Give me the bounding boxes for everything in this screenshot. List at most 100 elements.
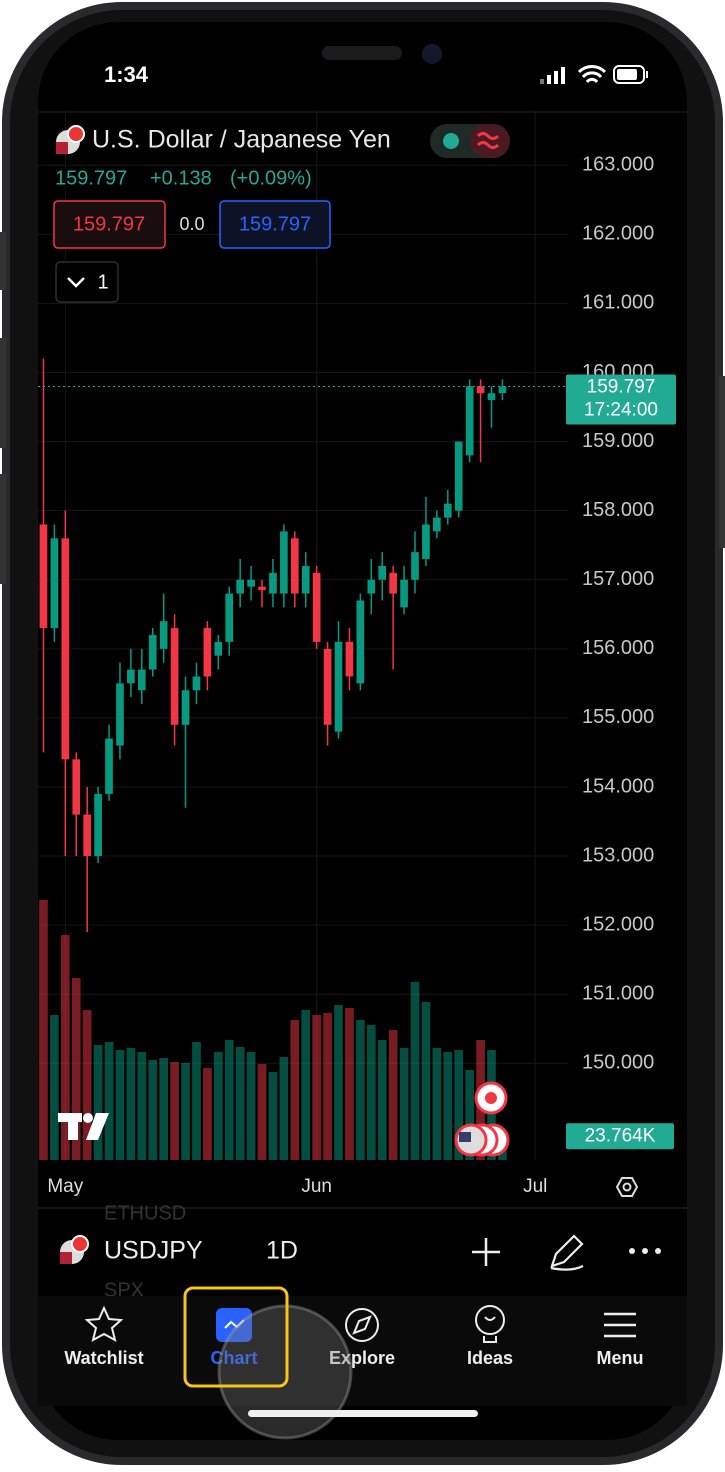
buy-price[interactable]: 159.797 xyxy=(239,213,311,235)
volume-bar xyxy=(82,1010,92,1160)
candle-body xyxy=(50,538,59,629)
spread: 0.0 xyxy=(179,214,204,234)
quantity[interactable]: 1 xyxy=(97,271,108,293)
volume-bar xyxy=(170,1062,179,1160)
candle-body xyxy=(498,386,507,394)
candle-body xyxy=(356,600,365,684)
volume-bar xyxy=(377,1040,387,1160)
candle-body xyxy=(236,579,244,594)
candle-body xyxy=(487,393,496,401)
wave-icon xyxy=(476,132,500,149)
menu-icon[interactable] xyxy=(604,1312,636,1338)
last-price-label: 159.797 xyxy=(587,377,656,398)
flag-icon xyxy=(56,142,68,154)
event-icon-dot[interactable] xyxy=(485,1092,497,1104)
battery-level xyxy=(617,69,637,80)
ideas-icon[interactable] xyxy=(475,1305,505,1335)
chart: 150.000 151.000 152.000 153.000 154.000 155.0… xyxy=(38,110,676,1197)
explore-icon[interactable] xyxy=(345,1308,379,1342)
settings-icon[interactable] xyxy=(622,1182,632,1192)
volume-bar xyxy=(279,1057,289,1160)
candle-body xyxy=(443,503,452,518)
tab-label[interactable]: Menu xyxy=(597,1348,644,1368)
flag-icon xyxy=(67,125,85,143)
side-button xyxy=(719,376,725,548)
candle-body xyxy=(454,441,463,511)
candle-body xyxy=(137,669,146,691)
camera xyxy=(422,44,442,64)
volume-bar xyxy=(93,1045,103,1160)
flag-event-icon[interactable] xyxy=(459,1132,471,1142)
candle-body xyxy=(159,621,168,649)
candle-body xyxy=(422,524,430,560)
volume-bar xyxy=(192,1042,201,1160)
candle-body xyxy=(39,524,48,629)
speaker xyxy=(322,46,402,60)
tradingview-logo xyxy=(58,1113,109,1140)
add-icon[interactable] xyxy=(472,1238,500,1266)
ghost-symbol: SPX xyxy=(104,1279,144,1301)
status-time: 1:34 xyxy=(104,62,149,87)
y-tick-label: 152.000 xyxy=(582,913,654,935)
toolbar-symbol[interactable]: USDJPY xyxy=(104,1237,203,1265)
sell-button[interactable] xyxy=(53,200,166,249)
draw-icon[interactable] xyxy=(550,1234,584,1271)
volume-bar xyxy=(366,1025,376,1160)
more-icon[interactable] xyxy=(629,1248,661,1254)
quantity-button[interactable] xyxy=(55,261,119,303)
y-tick-label: 162.000 xyxy=(582,223,654,245)
watchlist-icon[interactable] xyxy=(84,1305,124,1342)
y-tick-label: 157.000 xyxy=(582,568,654,590)
volume-bar xyxy=(268,1072,278,1160)
volume-bar xyxy=(126,1048,136,1160)
candle-body xyxy=(203,628,212,677)
last-price: 159.797 xyxy=(55,167,127,189)
tab-bar xyxy=(38,1296,687,1406)
chart-icon[interactable] xyxy=(224,1319,245,1329)
candle-body xyxy=(116,683,124,746)
side-button xyxy=(0,338,6,448)
touch-indicator xyxy=(217,1304,353,1440)
tab-label[interactable]: Chart xyxy=(210,1348,257,1368)
y-tick-label: 150.000 xyxy=(582,1052,654,1074)
battery-tip xyxy=(646,71,648,78)
home-indicator xyxy=(248,1410,478,1417)
explore-icon[interactable] xyxy=(352,1315,372,1335)
chevron-icon[interactable] xyxy=(67,277,85,288)
volume-bar xyxy=(104,1042,114,1160)
volume-bar xyxy=(432,1048,442,1160)
ghost-symbol: ETHUSD xyxy=(104,1202,186,1224)
candle-body xyxy=(225,593,234,642)
sell-price[interactable]: 159.797 xyxy=(73,213,145,235)
candle-body xyxy=(465,386,474,456)
countdown-label: 17:24:00 xyxy=(584,400,658,421)
candle-body xyxy=(94,793,102,857)
volume-bar xyxy=(421,1002,431,1160)
volume-bar xyxy=(213,1052,223,1160)
buy-button[interactable] xyxy=(219,200,331,249)
volume-bar xyxy=(465,1070,474,1160)
settings-icon[interactable] xyxy=(615,1177,639,1197)
market-open-dot xyxy=(443,133,459,149)
candle-body xyxy=(411,552,419,580)
candle-body xyxy=(367,579,376,594)
tab-label[interactable]: Watchlist xyxy=(64,1348,143,1368)
volume-label: 23.764K xyxy=(585,1125,656,1146)
highlight-box xyxy=(183,1286,289,1388)
candle-body xyxy=(301,565,310,594)
candle-body xyxy=(323,648,332,725)
candle-body xyxy=(247,579,255,587)
volume-bar xyxy=(334,1005,343,1160)
toolbar-interval[interactable]: 1D xyxy=(266,1237,298,1265)
candle-body xyxy=(378,565,387,580)
candle-body xyxy=(61,538,70,760)
volume-badge xyxy=(566,1123,674,1150)
volume-bar xyxy=(356,1020,365,1160)
tab-label[interactable]: Explore xyxy=(329,1348,395,1368)
price-change-percent: (+0.09%) xyxy=(230,167,312,189)
ideas-icon[interactable] xyxy=(483,1316,497,1343)
tab-labels: Watchlist Chart Explore Ideas Menu xyxy=(64,1348,643,1368)
candle-body xyxy=(83,814,91,857)
tab-label[interactable]: Ideas xyxy=(467,1348,513,1368)
volume-bar xyxy=(301,1010,311,1160)
